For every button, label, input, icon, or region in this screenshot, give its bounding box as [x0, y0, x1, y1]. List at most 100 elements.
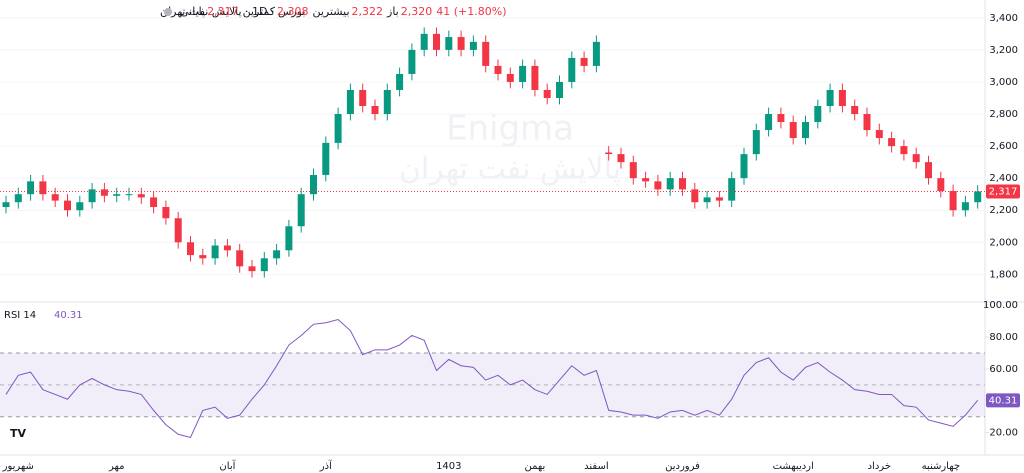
ohlc-label: کمترین	[243, 5, 276, 18]
x-tick-label: مهر	[108, 461, 124, 472]
svg-text:TV: TV	[10, 427, 27, 440]
candle-body	[900, 146, 908, 155]
candle-body	[248, 266, 256, 272]
candle-body	[174, 218, 182, 243]
candle-body	[2, 202, 10, 208]
candle-body	[433, 33, 440, 50]
ohlc-value: 2,308	[277, 5, 309, 18]
candle-body	[838, 89, 846, 107]
candle-body	[113, 194, 121, 196]
candle-body	[556, 81, 563, 98]
candle-body	[346, 89, 354, 115]
y-tick-label: 3,000	[989, 77, 1018, 88]
candle-body	[64, 200, 71, 211]
rsi-tick-label: 20.00	[989, 428, 1018, 439]
ohlc-label: بیشترین	[312, 5, 349, 18]
candle-body	[826, 89, 834, 107]
candle-body	[76, 202, 84, 211]
candle-body	[359, 89, 367, 107]
candle-body	[728, 178, 736, 201]
candle-body	[875, 130, 883, 139]
candle-body	[420, 33, 428, 50]
candle-body	[100, 189, 108, 196]
candle-body	[617, 154, 625, 163]
candle-body	[642, 178, 650, 182]
y-tick-label: 2,400	[989, 173, 1018, 184]
last-price-tag	[986, 184, 1020, 199]
candle-body	[297, 194, 305, 227]
candle-body	[974, 191, 982, 203]
candle-body	[863, 114, 871, 131]
candle-body	[789, 122, 797, 139]
rsi-tick-label: 100.00	[983, 300, 1018, 311]
rsi-last-tag	[986, 393, 1020, 408]
x-tick-label: چهارشنبه	[922, 461, 960, 472]
candle-body	[27, 181, 35, 195]
candle-body	[679, 178, 686, 190]
status-dot	[164, 8, 172, 16]
candle-body	[457, 37, 465, 50]
candle-body	[371, 106, 379, 115]
candle-body	[445, 37, 453, 50]
candle-body	[125, 194, 133, 196]
candle-body	[961, 202, 969, 211]
candle-body	[715, 197, 723, 201]
watermark: پالایش نفت تهران	[399, 152, 621, 187]
candle-body	[691, 189, 699, 203]
logo: TV	[8, 425, 30, 443]
candle-body	[851, 106, 859, 115]
ohlc-value: 2,320	[401, 5, 433, 18]
x-tick-label: خرداد	[868, 461, 891, 472]
candle-body	[51, 194, 59, 201]
rsi-title: RSI 14	[4, 310, 36, 321]
candle-body	[334, 114, 342, 143]
candle-body	[949, 190, 957, 211]
rsi-value: 40.31	[54, 310, 83, 321]
watermark: Enigma	[446, 109, 574, 149]
x-tick-label: بهمن	[525, 461, 546, 472]
candle-body	[396, 73, 404, 90]
x-tick-label: آبان	[219, 459, 236, 472]
candle-body	[592, 41, 600, 66]
candle-body	[543, 89, 551, 98]
candle-body	[912, 154, 920, 163]
candle-body	[605, 152, 613, 155]
rsi-line	[5, 318, 979, 439]
candle-body	[137, 194, 145, 198]
candle-body	[150, 197, 158, 208]
candle-body	[322, 142, 330, 175]
rsi-tick-label: 60.00	[989, 364, 1018, 375]
candle-body	[494, 65, 502, 74]
candle-body	[162, 207, 170, 219]
candle-body	[236, 250, 244, 267]
y-tick-label: 3,400	[989, 13, 1018, 24]
y-tick-label: 3,200	[989, 45, 1018, 56]
candle-body	[752, 130, 760, 155]
candle-body	[580, 57, 588, 66]
candle-body	[39, 181, 47, 195]
change: 41 (+1.80%)	[436, 5, 506, 18]
candle-body	[260, 258, 268, 272]
x-tick-label: اردیبهشت	[773, 461, 814, 472]
candle-body	[519, 65, 527, 82]
y-tick-label: 2,600	[989, 141, 1018, 152]
x-tick-label: اسفند	[584, 461, 608, 472]
candle-body	[703, 197, 711, 203]
candle-body	[765, 114, 773, 131]
candle-body	[814, 106, 822, 123]
candle-body	[666, 178, 674, 190]
last-price-label: 2,317	[989, 186, 1018, 197]
candle-body	[506, 73, 514, 82]
ohlc-label: باز	[386, 5, 399, 18]
candle-body	[482, 41, 490, 66]
candle-body	[469, 41, 477, 50]
candle-body	[383, 89, 391, 115]
y-tick-label: 2,200	[989, 205, 1018, 216]
x-tick-label: فروردین	[665, 461, 700, 472]
candle-body	[211, 245, 219, 259]
symbol: بورس · 1D · پالایش نفت تهران	[160, 5, 305, 18]
candle-body	[285, 226, 293, 251]
y-tick-label: 2,800	[989, 109, 1018, 120]
candle-body	[273, 250, 281, 259]
